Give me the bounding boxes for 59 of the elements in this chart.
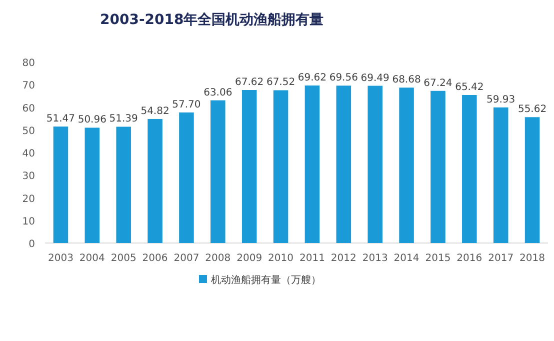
bar (493, 107, 508, 243)
text: 67.62 (235, 77, 264, 88)
x-tick-label: 2007 (174, 253, 200, 264)
bar (148, 118, 162, 243)
text: 55.62 (518, 104, 547, 116)
bar (84, 128, 100, 243)
bar (242, 90, 257, 243)
y-tick-label: 10 (22, 216, 35, 228)
x-tick-label: 2011 (299, 253, 325, 264)
x-tick-label: 2013 (362, 253, 388, 264)
text: 59.93 (486, 94, 516, 106)
x-tick-label: 2006 (142, 253, 168, 264)
bar (430, 90, 446, 243)
text: 51.39 (109, 114, 138, 125)
text: 69.62 (298, 72, 327, 84)
x-tick-label: 2003 (48, 253, 74, 264)
y-tick-label: 60 (22, 103, 35, 114)
y-tick-label: 30 (22, 171, 35, 182)
text: 67.52 (266, 77, 296, 88)
x-tick-label: 2012 (330, 253, 356, 264)
x-tick-label: 2004 (79, 253, 105, 264)
y-tick-label: 80 (22, 58, 35, 69)
x-tick-label: 2016 (456, 253, 482, 264)
y-tick-label: 20 (22, 194, 35, 205)
bar (368, 86, 382, 243)
x-tick-label: 2014 (394, 253, 420, 264)
text: 65.42 (455, 82, 484, 93)
chart-title: 2003-2018年全国机动渔船拥有量 (100, 12, 324, 28)
text: 54.82 (140, 106, 170, 117)
text: 63.06 (204, 87, 232, 98)
x-tick-label: 2017 (488, 253, 514, 264)
bar (524, 117, 540, 243)
x-tick-label: 2018 (520, 253, 546, 264)
y-tick-label: 70 (22, 80, 35, 92)
y-tick-label: 40 (22, 148, 35, 160)
legend-label: 机动渔船拥有量（万艘） (211, 274, 321, 286)
text: 51.47 (46, 114, 76, 125)
bar (116, 126, 131, 243)
text: 69.56 (329, 72, 358, 84)
bar (399, 88, 414, 243)
y-tick-label: 50 (22, 126, 35, 137)
x-tick-label: 2009 (236, 253, 262, 264)
bar (179, 112, 194, 243)
bar (462, 94, 477, 243)
bar (53, 126, 68, 243)
text: 50.96 (78, 114, 106, 126)
bar (304, 85, 320, 243)
x-tick-label: 2005 (110, 253, 136, 264)
x-tick-label: 2008 (205, 253, 231, 264)
bar (210, 100, 226, 243)
bar (273, 90, 288, 243)
text: 69.49 (360, 72, 390, 84)
x-tick-label: 2010 (268, 253, 294, 264)
text: 57.70 (172, 99, 201, 110)
text: 68.68 (392, 74, 421, 86)
bar (336, 86, 352, 243)
x-tick-label: 2015 (425, 253, 451, 264)
text: 67.24 (424, 78, 452, 89)
y-tick-label: 0 (28, 239, 35, 250)
